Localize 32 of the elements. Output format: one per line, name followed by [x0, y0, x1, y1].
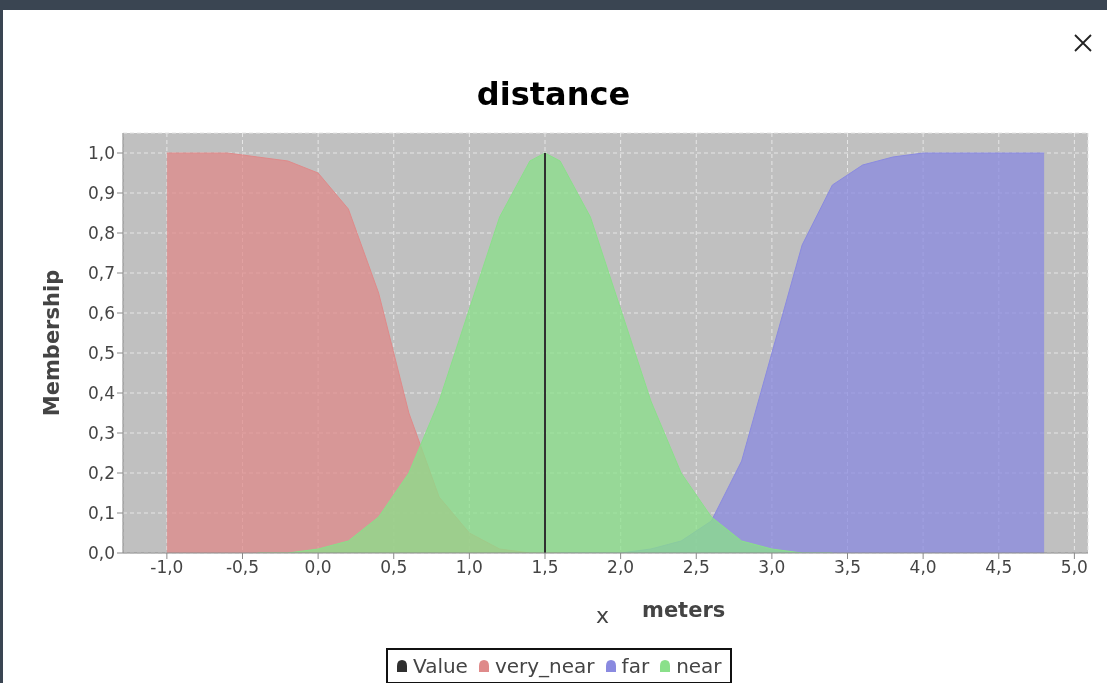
legend-label: Value: [412, 654, 468, 678]
x-tick-label: 0,5: [380, 557, 408, 578]
y-tick-label: 0,2: [87, 463, 115, 484]
x-tick-label: -1,0: [150, 557, 184, 578]
y-tick-label: 0,3: [87, 423, 115, 444]
y-axis-title: Membership: [40, 269, 64, 417]
x-tick-label: 2,0: [607, 557, 635, 578]
x-tick-label: 1,5: [531, 557, 559, 578]
chart-title: distance: [475, 75, 632, 113]
x-tick-label: -0,5: [225, 557, 260, 578]
x-tick-label: 3,0: [758, 557, 786, 578]
y-tick-label: 0,5: [87, 343, 115, 364]
y-tick-label: 0,8: [87, 223, 115, 244]
x-tick-label: 4,5: [985, 557, 1013, 578]
y-tick-label: 0,7: [87, 263, 115, 284]
legend-label: near: [675, 654, 722, 678]
legend-label: very_near: [493, 654, 595, 678]
y-tick-label: 0,4: [87, 383, 115, 404]
x-axis-title: x: [596, 603, 610, 628]
text: meters: [642, 598, 726, 622]
y-tick-label: 0,0: [87, 543, 115, 564]
x-tick-label: 2,5: [682, 557, 710, 578]
y-tick-label: 0,9: [87, 183, 115, 204]
y-tick-label: 1,0: [87, 143, 115, 164]
x-tick-label: 3,5: [833, 557, 862, 578]
y-tick-label: 0,1: [87, 503, 115, 524]
x-tick-label: 0,0: [304, 557, 332, 578]
x-tick-label: 4,0: [909, 557, 937, 578]
y-tick-label: 0,6: [87, 303, 115, 324]
x-tick-label: 1,0: [455, 557, 483, 578]
legend-label: far: [620, 654, 650, 678]
x-tick-label: 5,0: [1060, 557, 1088, 578]
